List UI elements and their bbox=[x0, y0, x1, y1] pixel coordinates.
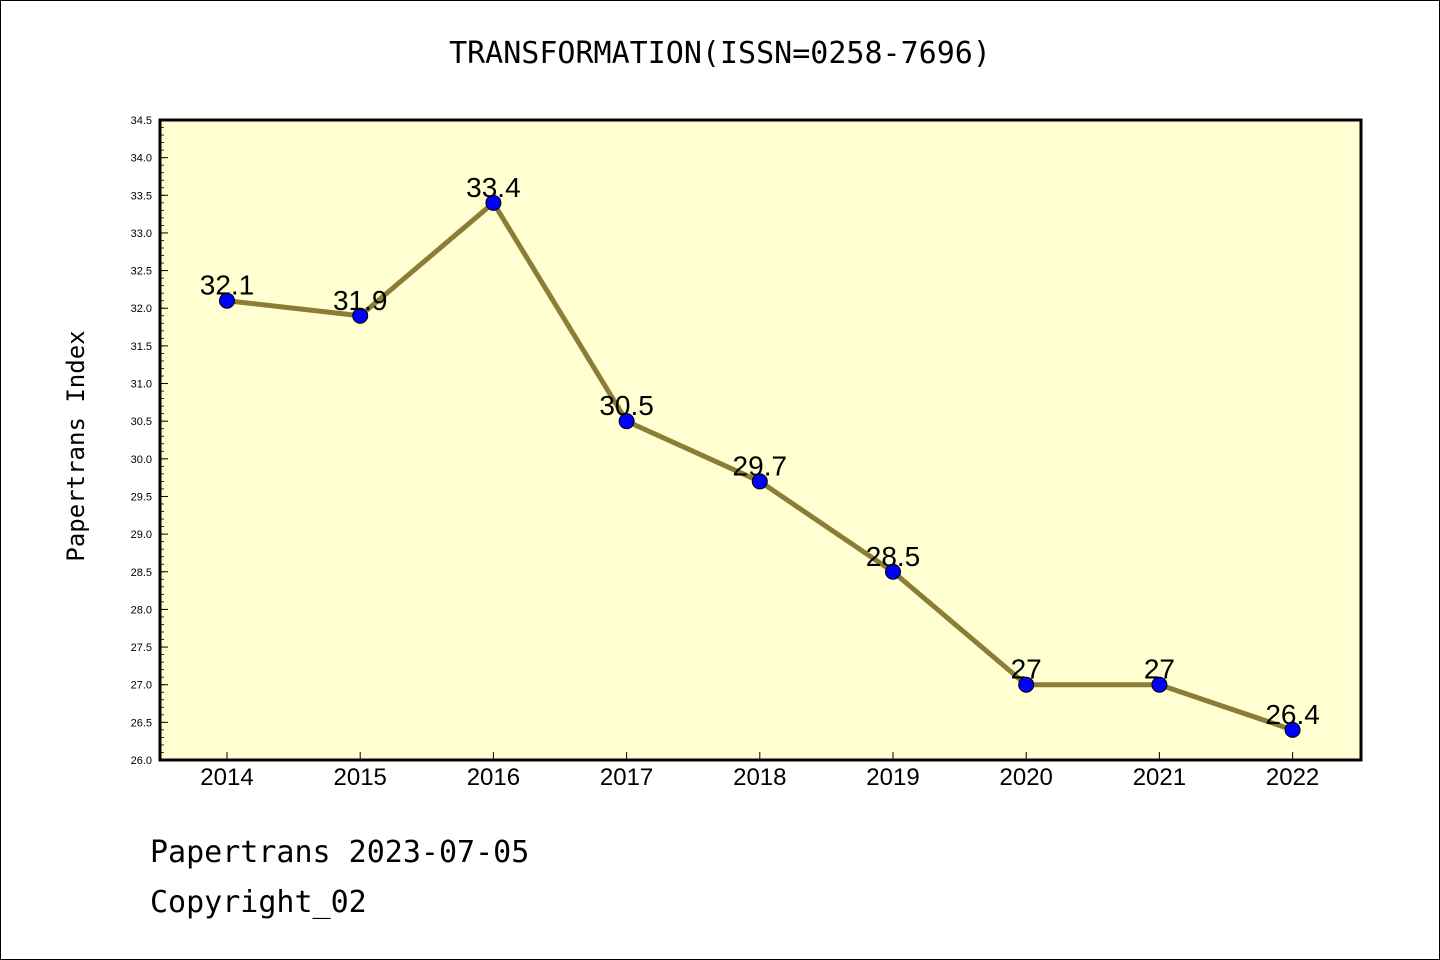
x-tick-label: 2017 bbox=[600, 764, 653, 791]
y-tick-label: 30.0 bbox=[131, 454, 152, 466]
y-tick-label: 33.5 bbox=[131, 190, 152, 202]
data-point bbox=[1018, 676, 1035, 693]
data-point bbox=[219, 292, 235, 309]
x-tick-label: 2019 bbox=[866, 764, 919, 791]
data-label: 32.1 bbox=[200, 270, 255, 301]
y-tick-label: 28.0 bbox=[131, 604, 152, 616]
y-tick-label: 33.0 bbox=[131, 228, 152, 240]
y-tick-label: 34.5 bbox=[131, 115, 152, 127]
y-tick-label: 29.5 bbox=[131, 491, 152, 503]
x-tick-label: 2021 bbox=[1133, 764, 1186, 791]
data-point bbox=[485, 194, 502, 211]
x-tick-label: 2015 bbox=[334, 764, 387, 791]
y-tick-label: 29.0 bbox=[131, 529, 152, 541]
y-tick-label: 28.5 bbox=[131, 567, 152, 579]
footer-date: Papertrans 2023-07-05 bbox=[150, 835, 530, 870]
y-tick-label: 27.0 bbox=[131, 680, 152, 692]
x-axis: 2014 2015 2016 2017 2018 2019 2020 2021 2022 bbox=[200, 752, 1319, 791]
data-label: 27 bbox=[1144, 654, 1175, 685]
data-label: 30.5 bbox=[599, 390, 654, 421]
data-point bbox=[352, 307, 369, 324]
data-label: 28.5 bbox=[866, 541, 921, 572]
chart-title: TRANSFORMATION(ISSN=0258-7696) bbox=[449, 36, 991, 71]
data-label: 27 bbox=[1011, 654, 1042, 685]
y-axis: 26.0 26.5 27.0 27.5 28.0 28.5 29.0 29.5 30.0 30.5… bbox=[131, 115, 168, 767]
x-tick-label: 2016 bbox=[467, 764, 520, 791]
data-label: 31.9 bbox=[333, 285, 388, 316]
y-tick-label: 34.0 bbox=[131, 153, 152, 165]
series-markers bbox=[219, 194, 1301, 738]
y-tick-label: 31.5 bbox=[131, 341, 152, 353]
y-tick-label: 32.5 bbox=[131, 266, 152, 278]
y-tick-label: 30.5 bbox=[131, 416, 152, 428]
data-point bbox=[1151, 676, 1168, 693]
y-tick-label: 32.0 bbox=[131, 303, 152, 315]
y-tick-label: 26.0 bbox=[131, 755, 152, 767]
y-tick-label: 27.5 bbox=[131, 642, 152, 654]
data-point bbox=[885, 563, 901, 580]
y-axis-label: Papertrans Index bbox=[62, 330, 90, 561]
y-tick-label: 31.0 bbox=[131, 379, 152, 391]
data-labels: 32.1 31.9 33.4 30.5 29.7 28.5 27 27 26.4 bbox=[200, 172, 1320, 730]
data-point bbox=[1284, 721, 1301, 738]
x-tick-label: 2020 bbox=[1000, 764, 1053, 791]
data-point bbox=[751, 473, 768, 490]
data-label: 33.4 bbox=[466, 172, 521, 203]
x-tick-label: 2014 bbox=[200, 764, 253, 791]
y-tick-label: 26.5 bbox=[131, 717, 152, 729]
x-tick-label: 2018 bbox=[733, 764, 786, 791]
x-tick-label: 2022 bbox=[1266, 764, 1319, 791]
data-label: 29.7 bbox=[733, 450, 788, 481]
footer-copyright: Copyright_02 bbox=[150, 885, 367, 920]
plot-area bbox=[158, 118, 1363, 762]
data-label: 26.4 bbox=[1265, 699, 1320, 730]
data-point bbox=[618, 413, 635, 430]
